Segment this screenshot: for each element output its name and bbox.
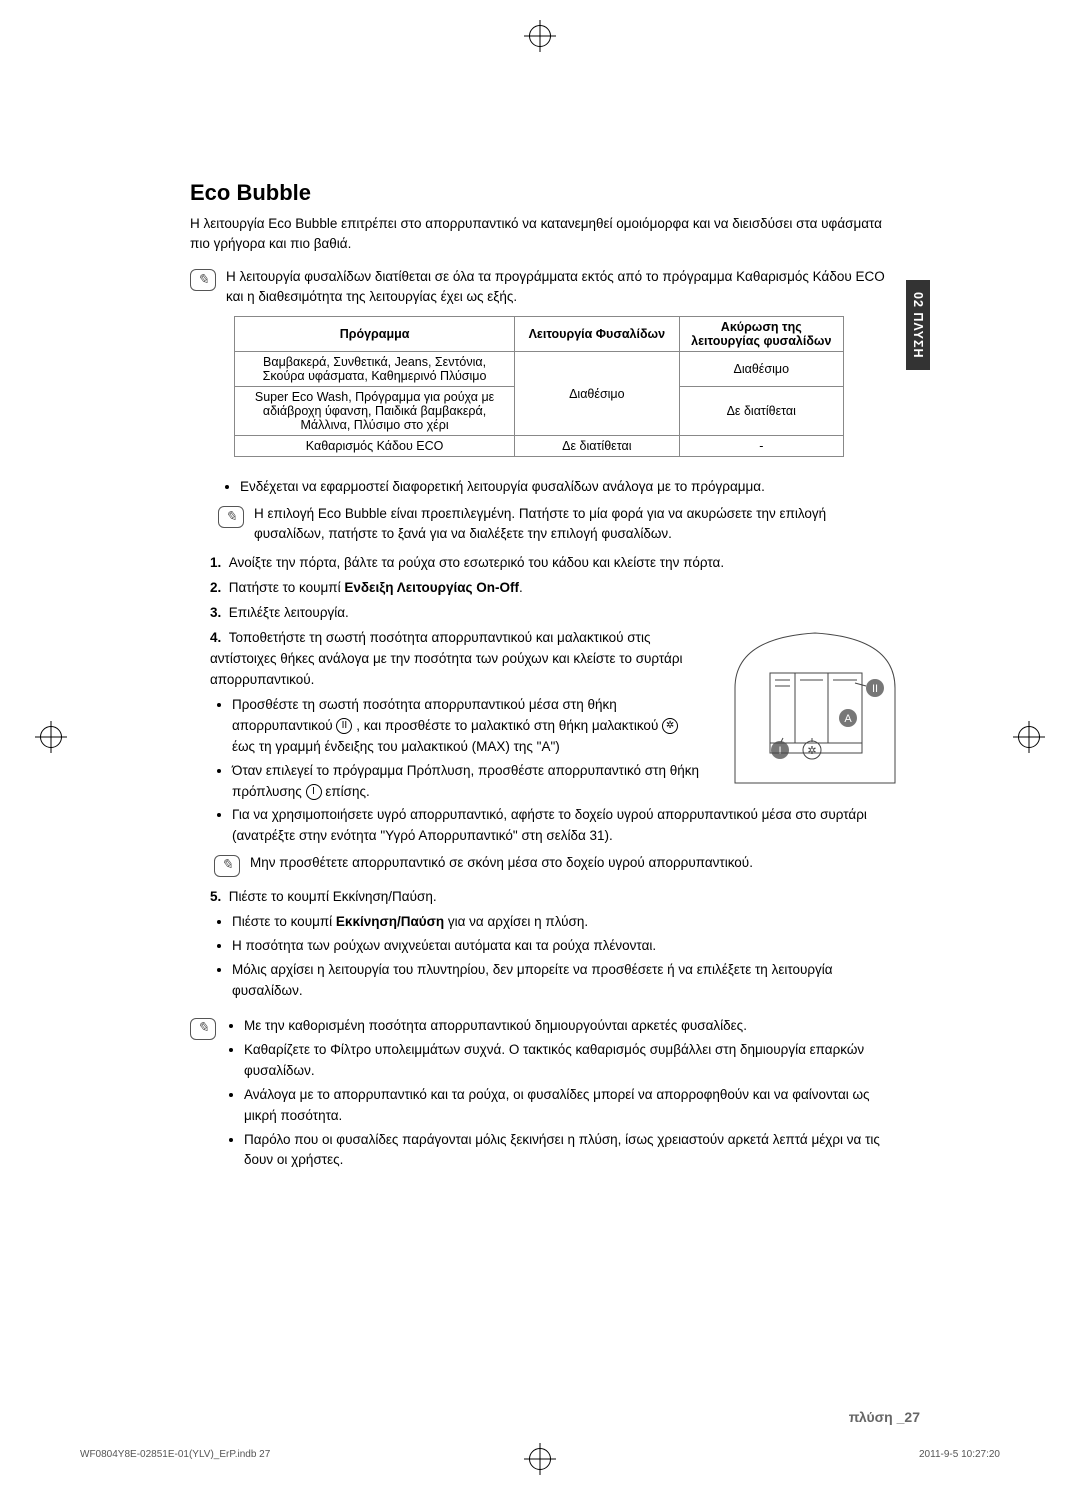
note-default: ✎ Η επιλογή Eco Bubble είναι προεπιλεγμέ… [218,504,890,543]
crop-mark-left [40,726,62,748]
step-bold: Εκκίνηση/Παύση [336,914,444,929]
availability-table: Πρόγραμμα Λειτουργία Φυσαλίδων Ακύρωση τ… [234,316,844,457]
step-text: για να αρχίσει η πλύση. [444,914,588,929]
svg-text:A: A [844,713,852,725]
step-text: επίσης. [325,784,369,799]
table-cell: Καθαρισμός Κάδου ECO [235,436,515,457]
compartment-softener-icon: ✲ [662,718,678,734]
compartment-I-icon: I [306,784,322,800]
table-cell: Βαμβακερά, Συνθετικά, Jeans, Σεντόνια, Σ… [235,352,515,387]
step-2: 2. Πατήστε το κουμπί Ενδειξη Λειτουργίας… [210,578,890,599]
note-icon: ✎ [218,506,244,528]
final-note-item: Με την καθορισμένη ποσότητα απορρυπαντικ… [244,1016,890,1037]
table-header: Λειτουργία Φυσαλίδων [515,317,679,352]
table-cell: Super Eco Wash, Πρόγραμμα για ρούχα με α… [235,387,515,436]
final-note-item: Ανάλογα με το απορρυπαντικό και τα ρούχα… [244,1085,890,1127]
step5-bullet: Η ποσότητα των ρούχων ανιχνεύεται αυτόμα… [232,936,890,957]
step-text: Επιλέξτε λειτουργία. [229,605,349,620]
svg-text:II: II [872,683,878,695]
svg-text:I: I [778,745,781,757]
page-footer-right: πλύση _27 [849,1409,920,1425]
note-availability: ✎ Η λειτουργία φυσαλίδων διατίθεται σε ό… [190,267,890,306]
intro-paragraph: Η λειτουργία Eco Bubble επιτρέπει στο απ… [190,214,890,253]
note-text: Η λειτουργία φυσαλίδων διατίθεται σε όλα… [226,267,890,306]
step-bold: Ενδειξη Λειτουργίας On-Off [344,580,519,595]
step-text: Πιέστε το κουμπί [232,914,336,929]
final-note-item: Παρόλο που οι φυσαλίδες παράγονται μόλις… [244,1130,890,1172]
detergent-drawer-figure: II A I ✲ [730,628,900,788]
step-text: Τοποθετήστε τη σωστή ποσότητα απορρυπαντ… [210,630,683,687]
compartment-II-icon: II [336,718,352,734]
note-powder: ✎ Μην προσθέτετε απορρυπαντικό σε σκόνη … [214,853,890,877]
note-text: Με την καθορισμένη ποσότητα απορρυπαντικ… [226,1016,890,1174]
crop-mark-right [1018,726,1040,748]
section-title: Eco Bubble [190,180,890,206]
step-text: έως τη γραμμή ένδειξης του μαλακτικού (M… [232,739,560,754]
svg-text:✲: ✲ [807,745,816,757]
final-notes: ✎ Με την καθορισμένη ποσότητα απορρυπαντ… [190,1016,890,1174]
table-cell: - [679,436,843,457]
step4-bullet: Για να χρησιμοποιήσετε υγρό απορρυπαντικ… [232,805,882,847]
step-text: , και προσθέστε το μαλακτικό στη θήκη μα… [356,718,662,733]
page-footer-left: WF0804Y8E-02851E-01(YLV)_ErP.indb 27 [80,1449,270,1460]
step-3: 3. Επιλέξτε λειτουργία. [210,603,890,624]
table-cell: Δε διατίθεται [515,436,679,457]
bullet-different-mode: Ενδέχεται να εφαρμοστεί διαφορετική λειτ… [240,477,890,498]
step4-bullet: Όταν επιλεγεί το πρόγραμμα Πρόπλυση, προ… [232,761,700,803]
table-cell: Διαθέσιμο [515,352,679,436]
step-text: Πιέστε το κουμπί Εκκίνηση/Παύση. [229,889,437,904]
section-tab: 02 ΠΛΥΣΗ [906,280,930,370]
note-text: Η επιλογή Eco Bubble είναι προεπιλεγμένη… [254,504,890,543]
step-text: Όταν επιλεγεί το πρόγραμμα Πρόπλυση, προ… [232,763,699,799]
step-1: 1. Ανοίξτε την πόρτα, βάλτε τα ρούχα στο… [210,553,890,574]
table-header: Ακύρωση της λειτουργίας φυσαλίδων [679,317,843,352]
page-content: Eco Bubble Η λειτουργία Eco Bubble επιτρ… [190,180,890,1184]
table-cell: Διαθέσιμο [679,352,843,387]
note-text: Μην προσθέτετε απορρυπαντικό σε σκόνη μέ… [250,853,753,873]
step-5: 5. Πιέστε το κουμπί Εκκίνηση/Παύση. Πιέσ… [210,887,890,1002]
step5-bullet: Πιέστε το κουμπί Εκκίνηση/Παύση για να α… [232,912,890,933]
step-text: Πατήστε το κουμπί [229,580,345,595]
step-text: Ανοίξτε την πόρτα, βάλτε τα ρούχα στο εσ… [229,555,724,570]
step-4: II A I ✲ 4. Τοποθετήστε τη σωστή ποσότητ… [210,628,890,877]
step5-bullet: Μόλις αρχίσει η λειτουργία του πλυντηρίο… [232,960,890,1002]
page-footer-time: 2011-9-5 10:27:20 [919,1449,1000,1460]
final-note-item: Καθαρίζετε το Φίλτρο υπολειμμάτων συχνά.… [244,1040,890,1082]
step-text: . [519,580,523,595]
note-icon: ✎ [214,855,240,877]
table-header: Πρόγραμμα [235,317,515,352]
step4-bullet: Προσθέστε τη σωστή ποσότητα απορρυπαντικ… [232,695,700,758]
steps-list: 1. Ανοίξτε την πόρτα, βάλτε τα ρούχα στο… [190,553,890,1002]
note-icon: ✎ [190,269,216,291]
crop-mark-top [529,25,551,47]
note-icon: ✎ [190,1018,216,1040]
crop-mark-bottom [529,1448,551,1470]
table-cell: Δε διατίθεται [679,387,843,436]
